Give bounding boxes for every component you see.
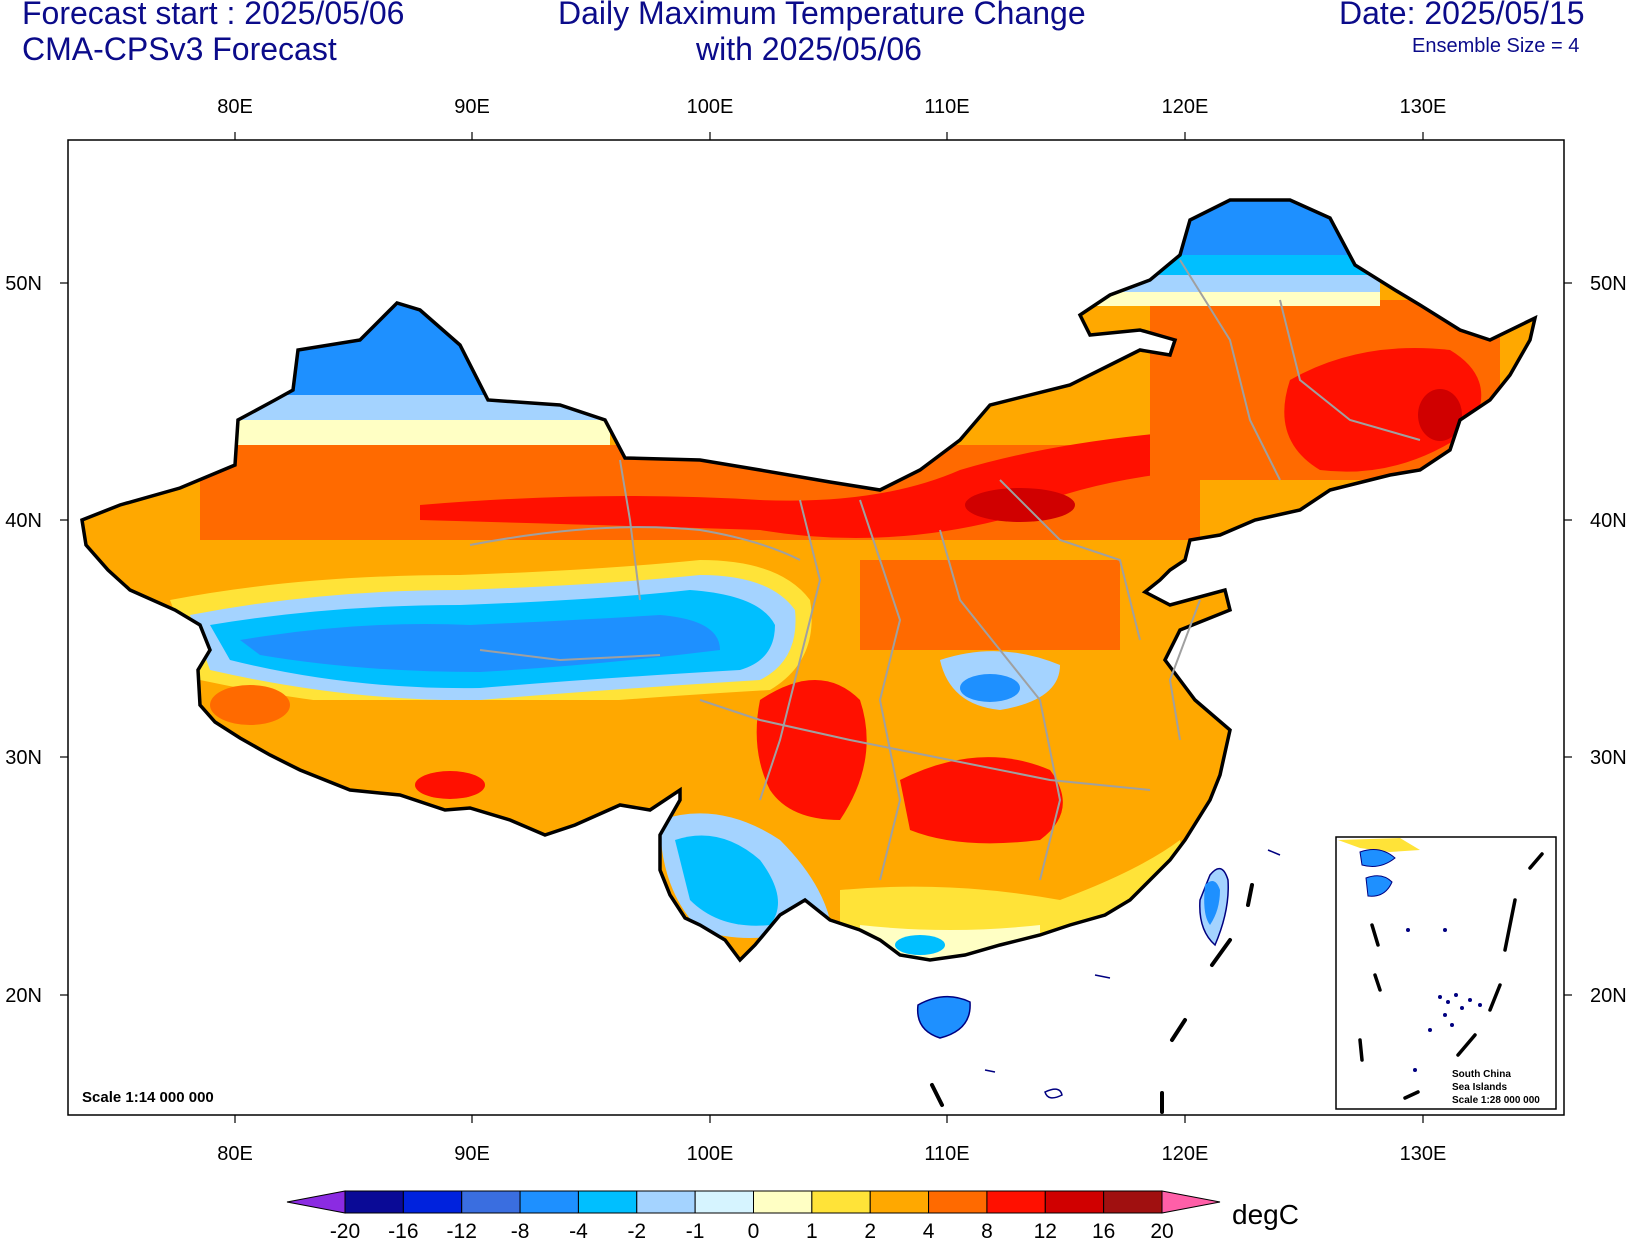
lat-label-left: 30N [5,747,42,769]
colorbar-box [1103,1190,1163,1214]
title-line1: Daily Maximum Temperature Change [558,0,1086,31]
colorbar-tick-label: 0 [748,1220,760,1241]
colorbar-unit-label: degC [1232,1199,1299,1230]
colorbar-tick-label: 12 [1034,1220,1057,1241]
colorbar-tick-label: 16 [1092,1220,1115,1241]
title-line2: with 2025/05/06 [696,31,922,67]
axis-ticks [60,132,1572,1123]
lat-label-right: 30N [1590,747,1627,769]
inset-islands [1406,928,1482,1072]
colorbar-box [986,1190,1046,1214]
lon-label-top: 100E [687,96,734,118]
colorbar: -20 -16 -12 -8 -4 -2 -1 0 1 2 4 8 12 16 20 degC [286,1190,1299,1241]
forecast-start-label: Forecast start : 2025/05/06 [22,0,405,31]
province-boundaries [469,259,1421,881]
model-label: CMA-CPSv3 Forecast [22,31,337,67]
colorbar-box [869,1190,930,1214]
colorbar-box [519,1190,579,1214]
inset-label-line1: South China [1452,1069,1511,1080]
date-label: Date: 2025/05/15 [1339,0,1585,31]
lon-label-bottom: 90E [454,1143,490,1165]
ensemble-size-label: Ensemble Size = 4 [1412,35,1580,57]
lon-label-top: 80E [217,96,253,118]
colorbar-tick-label: -12 [447,1220,477,1241]
lat-label-left: 40N [5,510,42,532]
colorbar-box [753,1190,813,1214]
colorbar-tick-label: 2 [864,1220,876,1241]
lon-label-bottom: 110E [924,1143,969,1165]
colorbar-box [461,1190,521,1214]
colorbar-box [811,1190,871,1214]
colorbar-tick-label: -20 [330,1220,360,1241]
colorbar-box [636,1190,696,1214]
colorbar-tick-label: -2 [627,1220,646,1241]
lat-label-left: 20N [5,985,42,1007]
lon-label-top: 120E [1162,96,1209,118]
colorbar-tick-label: -8 [511,1220,530,1241]
hainan-island [916,996,971,1039]
lon-label-bottom: 130E [1400,1143,1447,1165]
lat-label-right: 20N [1590,985,1627,1007]
lon-label-bottom: 100E [687,1143,734,1165]
colorbar-tick-label: -1 [686,1220,705,1241]
colorbar-high-arrow [1161,1190,1221,1214]
map-scale-label: Scale 1:14 000 000 [82,1089,214,1106]
colorbar-box [694,1190,755,1214]
lat-label-left: 50N [5,273,42,295]
colorbar-tick-label: 4 [923,1220,935,1241]
lat-label-right: 40N [1590,510,1627,532]
lon-label-top: 90E [454,96,490,118]
small-islands [984,849,1281,1099]
colorbar-box [577,1190,638,1214]
lon-label-bottom: 120E [1162,1143,1209,1165]
south-china-sea-inset: South China Sea Islands Scale 1:28 000 0… [1335,836,1557,1110]
lon-label-top: 130E [1400,96,1447,118]
colorbar-box [1044,1190,1105,1214]
colorbar-tick-label: 1 [806,1220,818,1241]
colorbar-low-arrow [286,1190,346,1214]
colorbar-box [928,1190,988,1214]
lon-label-bottom: 80E [217,1143,253,1165]
inset-label-line2: Sea Islands [1452,1082,1507,1093]
colorbar-tick-label: -16 [388,1220,418,1241]
nine-dash-line [930,883,1254,1114]
lat-label-right: 50N [1590,273,1627,295]
lon-label-top: 110E [924,96,969,118]
colorbar-tick-label: 20 [1150,1220,1173,1241]
colorbar-tick-label: -4 [569,1220,588,1241]
inset-label-line3: Scale 1:28 000 000 [1452,1095,1540,1106]
colorbar-box [402,1190,463,1214]
colorbar-box [344,1190,404,1214]
colorbar-tick-label: 8 [981,1220,993,1241]
china-border [80,198,1538,963]
